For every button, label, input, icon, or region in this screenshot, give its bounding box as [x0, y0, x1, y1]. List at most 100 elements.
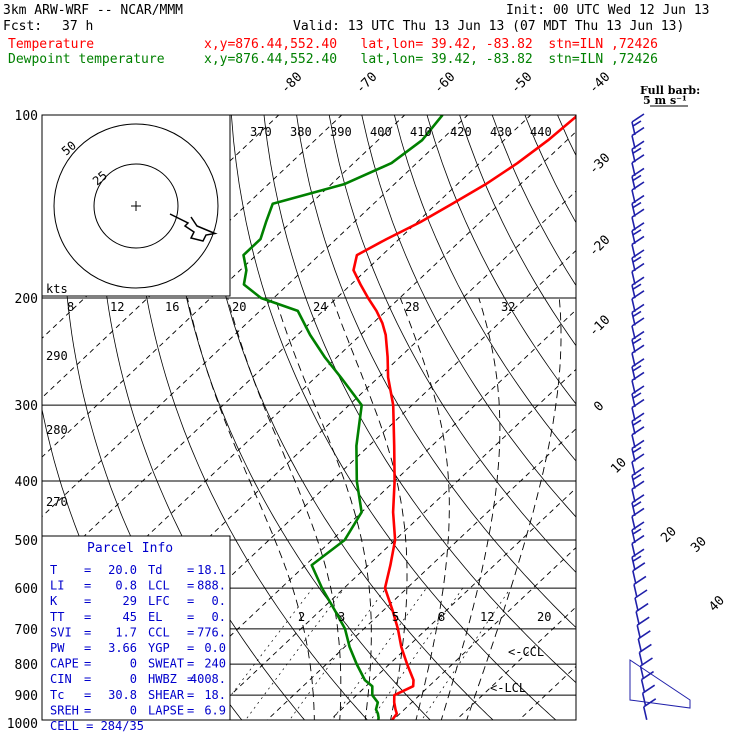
parcel-eq: =: [187, 672, 194, 686]
mixing-ratio-label: 8: [438, 610, 445, 624]
dewpoint-location: x,y=876.44,552.40 lat,lon= 39.42, -83.82…: [204, 52, 658, 67]
ccl-marker: <-CCL: [508, 645, 544, 659]
dry-adiabat: [198, 115, 494, 720]
wind-barb-staff: [635, 611, 640, 625]
isotherm-labels: -80 -70 -60 -50 -40 -30 -20 -10 0 10 20 30 40: [278, 70, 728, 615]
pressure-label: 100: [15, 109, 38, 124]
wind-barb-staff: [631, 434, 636, 448]
parcel-title: Parcel Info: [87, 541, 173, 556]
wind-barb-flag: [633, 575, 647, 586]
theta-label: 270: [46, 495, 68, 509]
parcel-eq: =: [187, 579, 194, 593]
wind-barb-staff: [641, 693, 647, 707]
isotherm-line: [42, 115, 343, 399]
parcel-eq: =: [84, 672, 91, 686]
isotherm-label: 20: [658, 524, 680, 546]
dry-adiabat: [296, 115, 576, 629]
theta-label: 420: [450, 125, 472, 139]
wind-barb-flag: [631, 154, 645, 164]
parcel-key: Td: [148, 563, 162, 577]
wet-bulb-label: 32: [501, 300, 515, 314]
wind-barb-flag: [631, 521, 645, 531]
dewpoint-profile: [242, 115, 444, 720]
wind-barb-flag: [632, 555, 642, 562]
parcel-eq: =: [84, 657, 91, 671]
isotherm-line: [42, 115, 469, 518]
hodograph-trace: [169, 213, 218, 242]
wind-barb-staff: [631, 285, 636, 299]
parcel-key: SREH: [50, 703, 79, 717]
model-title: 3km ARW-WRF -- NCAR/MMM: [3, 3, 184, 18]
wind-barb-flag: [631, 126, 645, 137]
pressure-label: 600: [15, 582, 38, 597]
parcel-key: CAPE: [50, 657, 79, 671]
wind-barb-flag: [640, 657, 653, 667]
mixing-ratio-label: 20: [537, 610, 551, 624]
parcel-value: 776.: [197, 625, 226, 639]
wind-barb-flag: [631, 208, 645, 218]
init-time: Init: 00 UTC Wed 12 Jun 13: [506, 3, 710, 18]
wind-barb-flag: [631, 235, 645, 246]
parcel-eq: =: [187, 610, 194, 624]
temperature-legend: Temperature: [8, 37, 95, 52]
wind-barb-staff: [631, 203, 636, 217]
wind-barb-staff: [631, 339, 636, 353]
parcel-value: 45: [123, 610, 137, 624]
wet-bulb-label: 28: [405, 300, 419, 314]
temperature-profile: [352, 115, 576, 720]
theta-label: 390: [330, 125, 352, 139]
wind-barb-staff: [631, 230, 636, 244]
wind-barb-flag: [637, 630, 651, 640]
wet-bulb-label: 16: [165, 300, 179, 314]
wind-barb-flag: [632, 147, 642, 154]
pressure-label: 200: [15, 292, 38, 307]
wind-barb-staff: [642, 706, 648, 720]
wet-bulb-label: 20: [232, 300, 246, 314]
plot-frame: [41, 114, 577, 721]
wind-barb-flag: [631, 140, 645, 150]
parcel-eq: =: [84, 641, 91, 655]
dry-adiabat: [426, 115, 576, 405]
wind-barb-staff: [636, 625, 641, 639]
parcel-key: LAPSE: [148, 703, 184, 717]
wind-barb-flag: [631, 222, 645, 232]
hodograph-center: [131, 201, 141, 211]
isotherm-label: -70: [353, 70, 380, 97]
isotherm-line: [455, 606, 576, 720]
wind-barbs: Full barb:5 m s⁻¹: [629, 84, 700, 720]
wind-barb-flag: [632, 365, 642, 372]
moist-adiabat: [399, 297, 450, 720]
wind-barb-staff: [639, 665, 645, 680]
wind-barb-flag: [632, 337, 642, 345]
wind-barb-flag: [638, 643, 652, 654]
wind-barb-flag: [631, 194, 645, 205]
parcel-eq: =: [84, 594, 91, 608]
parcel-eq: =: [84, 563, 91, 577]
wind-barb-staff: [638, 652, 644, 666]
dry-adiabat: [328, 115, 576, 573]
parcel-eq: =: [187, 688, 194, 702]
wind-barb-staff: [633, 584, 638, 598]
mixing-ratio-line: [331, 587, 427, 720]
wind-barb-staff: [631, 149, 636, 163]
theta-label: 410: [410, 125, 432, 139]
wind-barb-staff: [631, 543, 636, 557]
wind-barb-staff: [631, 557, 636, 571]
theta-label: 370: [250, 125, 272, 139]
wind-barb-flag: [631, 466, 645, 477]
wind-barb-staff: [631, 421, 636, 435]
parcel-key: HWBZ: [148, 672, 177, 686]
wind-barb-staff: [631, 271, 636, 285]
wind-barb-flag: [631, 276, 645, 286]
wind-barb-staff: [631, 176, 636, 190]
parcel-key: LCL: [148, 579, 170, 593]
isotherm-line: [266, 428, 576, 720]
wind-barb-flag: [634, 589, 648, 599]
wind-barb-flag: [631, 167, 645, 178]
wind-barb-staff: [631, 516, 636, 530]
wind-barb-flag: [631, 453, 645, 463]
isotherm-label: -60: [431, 70, 458, 97]
wind-barb-staff: [631, 502, 636, 516]
valid-time: Valid: 13 UTC Thu 13 Jun 13 (07 MDT Thu …: [293, 19, 685, 34]
